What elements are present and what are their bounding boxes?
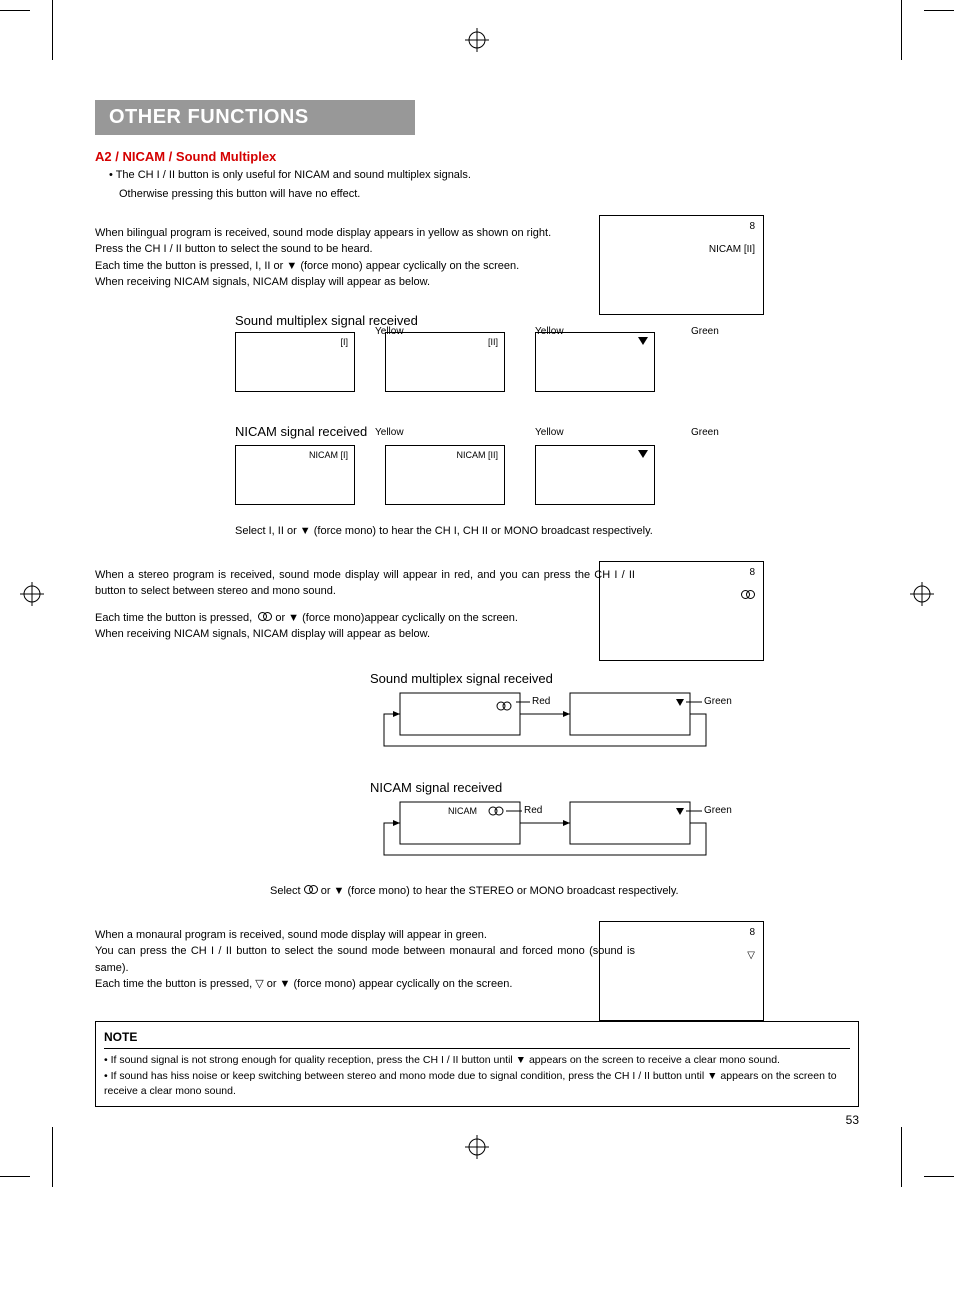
stereo-icon xyxy=(741,590,755,602)
crop-mark xyxy=(52,0,53,60)
channel-number: 8 xyxy=(749,927,755,938)
section-heading: OTHER FUNCTIONS xyxy=(95,100,415,135)
osd-box-label: NICAM [II] xyxy=(456,450,498,460)
crop-mark xyxy=(924,1176,954,1177)
crop-mark xyxy=(0,1176,30,1177)
color-tag: Yellow xyxy=(375,427,404,438)
intro-text: Otherwise pressing this button will have… xyxy=(119,187,859,202)
crop-mark xyxy=(0,10,30,11)
registration-mark-icon xyxy=(910,582,934,606)
note-line: • If sound signal is not strong enough f… xyxy=(104,1053,850,1069)
registration-mark-icon xyxy=(465,28,489,52)
diagram-title: NICAM signal received xyxy=(370,780,859,795)
body-text: Each time the button is pressed, I, II o… xyxy=(95,258,635,275)
osd-box: [I] xyxy=(235,332,355,392)
registration-mark-icon xyxy=(465,1135,489,1159)
crop-mark xyxy=(901,1127,902,1187)
osd-box-label xyxy=(638,450,648,460)
osd-box: NICAM [I] xyxy=(235,445,355,505)
crop-mark xyxy=(901,0,902,60)
osd-box-label: NICAM [I] xyxy=(309,450,348,460)
note-box: NOTE • If sound signal is not strong eno… xyxy=(95,1021,859,1107)
body-text: Press the CH I / II button to select the… xyxy=(95,241,635,258)
body-text: When a monaural program is received, sou… xyxy=(95,927,635,944)
osd-box: [II] xyxy=(385,332,505,392)
color-tag: Green xyxy=(691,326,719,337)
caption-text: Select I, II or ▼ (force mono) to hear t… xyxy=(235,525,859,537)
osd-screen-bilingual: 8 NICAM [II] xyxy=(599,215,764,315)
osd-box xyxy=(535,332,655,392)
body-text: When receiving NICAM signals, NICAM disp… xyxy=(95,274,635,291)
body-text: When a stereo program is received, sound… xyxy=(95,567,635,600)
page-number: 53 xyxy=(95,1113,859,1127)
stereo-icon xyxy=(258,612,272,621)
body-text: Each time the button is pressed, ▽ or ▼ … xyxy=(95,976,635,993)
color-tag: Green xyxy=(691,427,719,438)
diagram-row: [I] [II] xyxy=(235,332,859,392)
triangle-down-icon xyxy=(638,337,648,345)
body-text: Each time the button is pressed, or ▼ (f… xyxy=(95,610,635,627)
osd-box xyxy=(535,445,655,505)
body-text: When bilingual program is received, soun… xyxy=(95,225,635,242)
color-tag: Green xyxy=(704,805,732,816)
osd-screen-stereo: 8 xyxy=(599,561,764,661)
intro-bullet: • The CH I / II button is only useful fo… xyxy=(109,168,859,183)
osd-box-label: [II] xyxy=(488,337,498,347)
color-tag: Yellow xyxy=(535,427,564,438)
caption-text: Select or ▼ (force mono) to hear the STE… xyxy=(270,885,859,897)
body-text: You can press the CH I / II button to se… xyxy=(95,943,635,976)
triangle-down-icon xyxy=(638,450,648,458)
note-line: • If sound has hiss noise or keep switch… xyxy=(104,1069,850,1101)
note-title: NOTE xyxy=(104,1028,850,1046)
triangle-outline-icon: ▽ xyxy=(747,950,755,961)
color-tag: Green xyxy=(704,696,732,707)
stereo-icon xyxy=(304,885,318,894)
crop-mark xyxy=(52,1127,53,1187)
subsection-heading: A2 / NICAM / Sound Multiplex xyxy=(95,149,859,164)
osd-screen-mono: 8 ▽ xyxy=(599,921,764,1021)
osd-box-label: [I] xyxy=(340,337,348,347)
diagram-title: Sound multiplex signal received xyxy=(370,671,859,686)
body-text: When receiving NICAM signals, NICAM disp… xyxy=(95,626,635,643)
color-tag: Red xyxy=(532,696,550,707)
registration-mark-icon xyxy=(20,582,44,606)
color-tag: Red xyxy=(524,805,542,816)
osd-box-label xyxy=(638,337,648,347)
channel-number: 8 xyxy=(749,221,755,232)
svg-text:NICAM: NICAM xyxy=(448,806,477,816)
osd-box: NICAM [II] xyxy=(385,445,505,505)
diagram-row: NICAM [I] NICAM [II] xyxy=(235,445,859,505)
channel-number: 8 xyxy=(749,567,755,578)
osd-label: NICAM [II] xyxy=(709,244,755,255)
crop-mark xyxy=(924,10,954,11)
